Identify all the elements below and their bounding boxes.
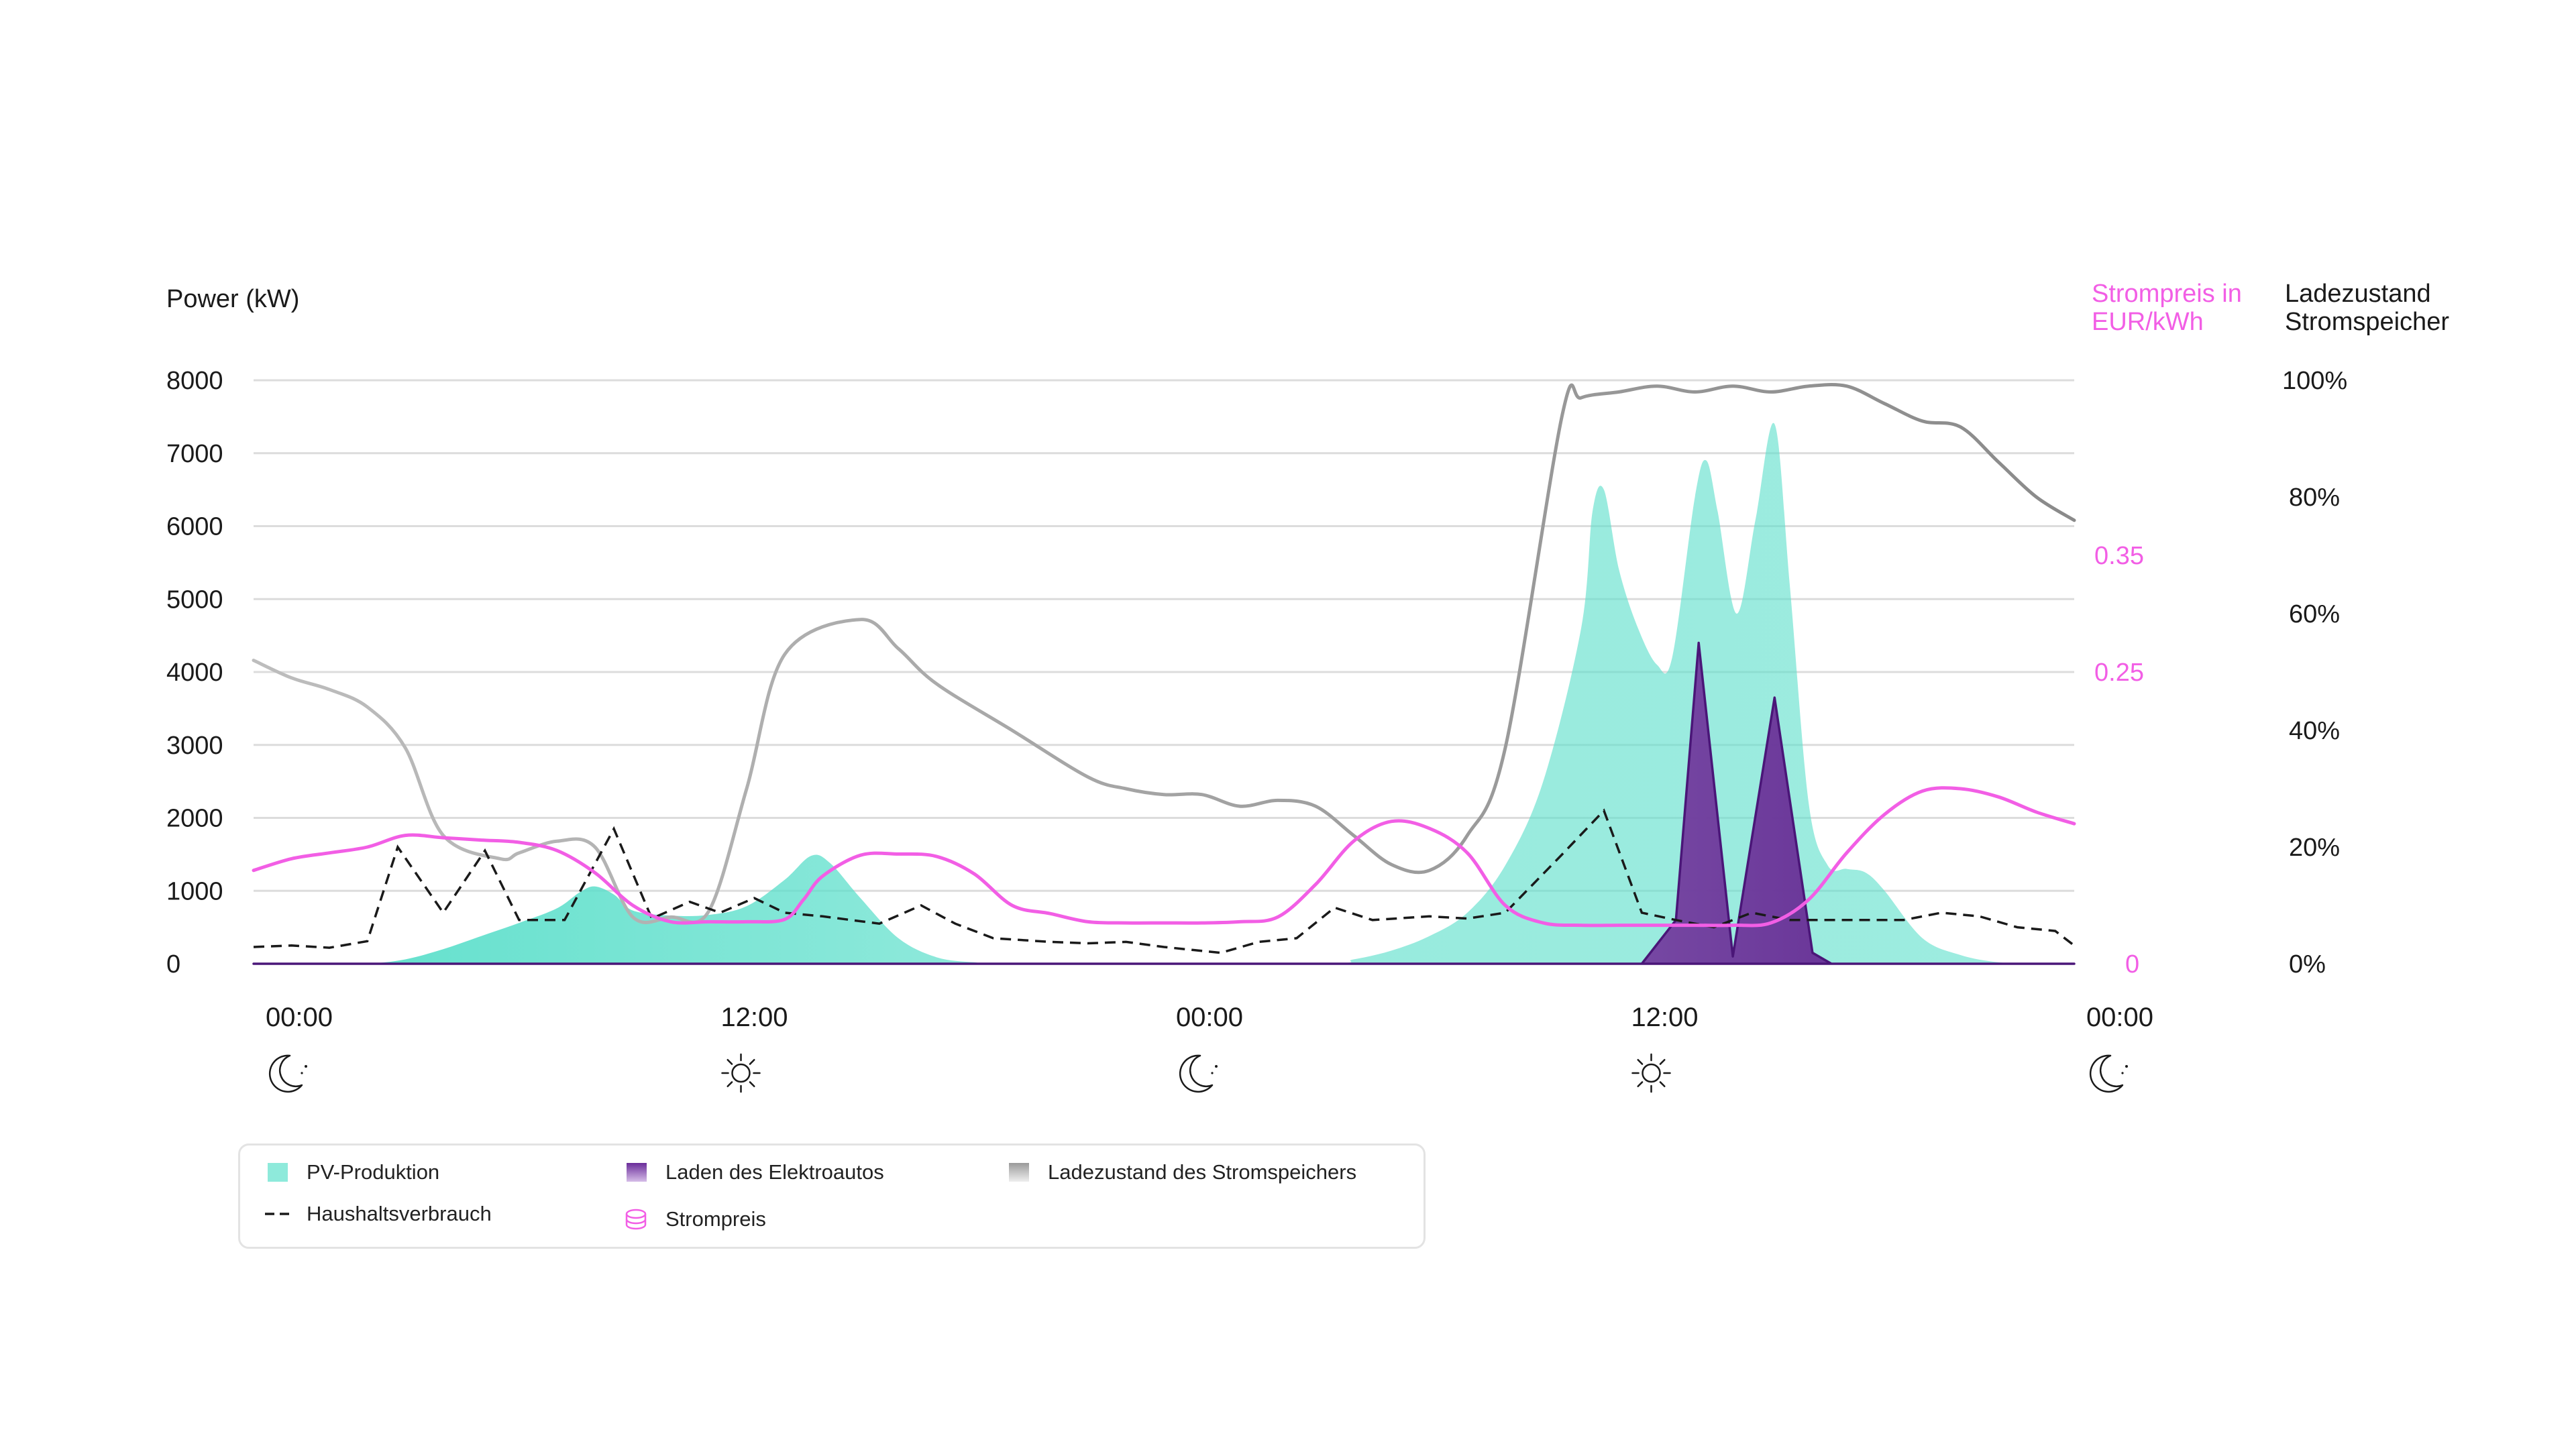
household-consumption-series (253, 808, 2076, 954)
ev-charging-area (252, 641, 2076, 965)
star-dot (1211, 1072, 1214, 1074)
moon-shape (2089, 1054, 2124, 1093)
legend-swatch-price (625, 1209, 647, 1230)
sun-ray (727, 1081, 733, 1088)
legend-item-dash: Haushaltsverbrauch (264, 1200, 492, 1227)
y-tick-label: 0 (166, 950, 180, 979)
ev-charging-series (252, 641, 2076, 965)
sun-ray (749, 1081, 755, 1088)
y2-tick-label: 0.25 (2094, 659, 2144, 687)
chart-legend: PV-Produktion Haushaltsverbrauch Laden des… (238, 1143, 1426, 1249)
pv-production-area (254, 423, 2074, 964)
chart-lines (252, 382, 2076, 954)
sun-ray (1659, 1058, 1666, 1065)
sun-core (1642, 1063, 1661, 1083)
legend-swatch-dash (265, 1213, 290, 1215)
coins-icon-part (625, 1219, 647, 1225)
swatch-fill (1009, 1163, 1029, 1182)
grid-lines (254, 379, 2074, 965)
legend-item-ev: Laden des Elektroautos (623, 1159, 884, 1186)
y3-tick-label: 40% (2289, 717, 2340, 745)
electricity-price-series (252, 786, 2076, 928)
star-dot (2125, 1065, 2128, 1068)
legend-label: PV-Produktion (307, 1160, 440, 1184)
y2-tick-label: 0.35 (2094, 542, 2144, 570)
y-tick-label: 2000 (166, 805, 223, 833)
moon-icon (268, 1054, 307, 1093)
x-tick-label: 00:00 (2086, 1003, 2153, 1032)
sun-ray (1637, 1081, 1644, 1088)
moon-shape (268, 1054, 303, 1093)
star-dot (301, 1072, 303, 1074)
y-tick-label: 5000 (166, 585, 223, 614)
legend-swatch-pv (268, 1163, 288, 1182)
y-tick-label: 3000 (166, 732, 223, 760)
legend-swatch-ev (627, 1163, 647, 1182)
coins-icon-part (625, 1214, 647, 1230)
x-tick-label: 12:00 (1631, 1003, 1698, 1032)
storage-state-series (252, 382, 2076, 924)
y-tick-label: 1000 (166, 877, 223, 905)
y3-axis-title-line2: Stromspeicher (2285, 308, 2449, 336)
sun-icon (721, 1053, 761, 1093)
sun-ray (727, 1058, 733, 1065)
sun-core (731, 1063, 751, 1083)
legend-item-storage: Ladezustand des Stromspeichers (1005, 1159, 1356, 1186)
moon-icon (2089, 1054, 2128, 1093)
moon-icon (1179, 1054, 1218, 1093)
legend-label: Laden des Elektroautos (665, 1160, 884, 1184)
moon-shape (1179, 1054, 1214, 1093)
x-tick-label: 00:00 (1176, 1003, 1243, 1032)
sun-ray (749, 1058, 755, 1065)
x-tick-label: 12:00 (720, 1003, 788, 1032)
sun-ray (1659, 1081, 1666, 1088)
axis-labels: Power (kW) Strompreis in EUR/kWh Ladezus… (166, 280, 2449, 1093)
y3-tick-label: 100% (2282, 367, 2347, 395)
y-tick-label: 7000 (166, 440, 223, 468)
legend-label: Strompreis (665, 1207, 766, 1231)
star-dot (1215, 1065, 1218, 1068)
y-tick-label: 6000 (166, 513, 223, 541)
y-axis-title: Power (kW) (166, 285, 299, 313)
y3-tick-label: 60% (2289, 600, 2340, 628)
y2-axis-title-line2: EUR/kWh (2092, 308, 2204, 336)
swatch-fill (627, 1163, 647, 1182)
y3-tick-label: 80% (2289, 484, 2340, 512)
y2-axis-title-line1: Strompreis in (2092, 280, 2242, 308)
star-dot (305, 1065, 307, 1068)
sun-ray (1637, 1058, 1644, 1065)
y2-tick-label: 0 (2125, 950, 2139, 979)
y3-tick-label: 0% (2289, 950, 2326, 979)
legend-label: Ladezustand des Stromspeichers (1048, 1160, 1357, 1184)
y-tick-label: 4000 (166, 659, 223, 687)
y3-tick-label: 20% (2289, 834, 2340, 862)
y-tick-label: 8000 (166, 367, 223, 395)
legend-item-pv: PV-Produktion (264, 1159, 439, 1186)
star-dot (2121, 1072, 2124, 1074)
legend-item-price: Strompreis (623, 1206, 766, 1233)
pv-production-series (254, 423, 2074, 964)
legend-swatch-storage (1009, 1163, 1029, 1182)
legend-label: Haushaltsverbrauch (307, 1202, 492, 1225)
swatch-fill (268, 1163, 288, 1182)
y3-axis-title-line1: Ladezustand (2285, 280, 2431, 308)
sun-icon (1631, 1053, 1671, 1093)
coins-icon-part (625, 1209, 647, 1219)
x-tick-label: 00:00 (266, 1003, 333, 1032)
